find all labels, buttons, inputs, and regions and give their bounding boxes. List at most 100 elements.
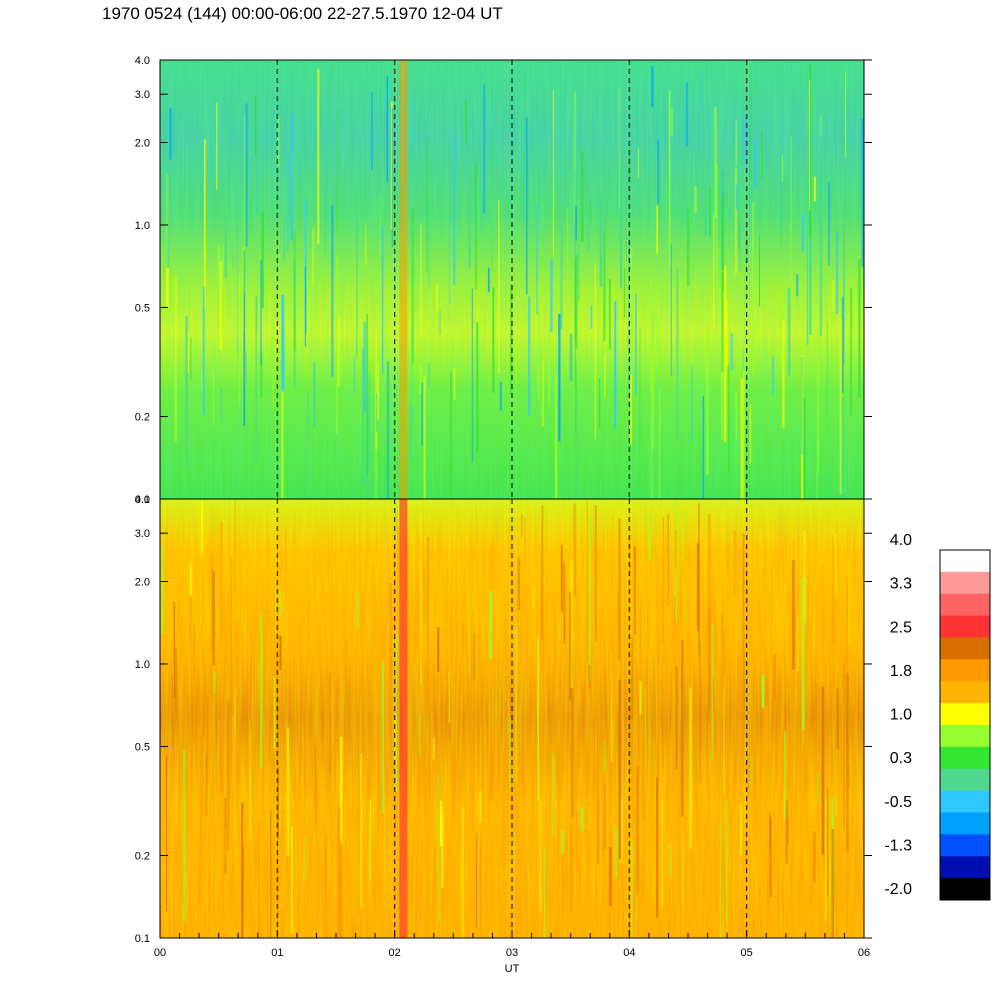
colorbar-label: 0.3 <box>890 750 912 767</box>
spectrogram-streak <box>517 558 521 610</box>
spectrogram-streak <box>379 194 381 282</box>
spectrogram-streak <box>817 773 819 804</box>
bottom-hour-markers <box>276 499 748 938</box>
spectrogram-streak <box>809 725 812 751</box>
spectrogram-streak <box>719 826 721 938</box>
spectrogram-streak <box>768 840 771 938</box>
spectrogram-streak <box>353 356 356 395</box>
spectrogram-streak <box>219 798 221 938</box>
spectrogram-streak <box>792 560 795 670</box>
spectrogram-streak <box>409 405 412 462</box>
spectrogram-streak <box>754 139 757 189</box>
spectrogram-streak <box>629 374 632 444</box>
spectrogram-streak <box>609 847 612 907</box>
spectrogram-streak <box>611 515 614 661</box>
spectrogram-streak <box>797 614 799 671</box>
spectrogram-streak <box>371 92 373 170</box>
chart-title: 1970 0524 (144) 00:00-06:00 22-27.5.1970… <box>102 4 503 23</box>
spectrogram-streak <box>696 542 700 631</box>
spectrogram-streak <box>643 740 645 819</box>
spectrogram-streak <box>713 215 715 330</box>
spectrogram-streak <box>817 328 820 474</box>
spectrogram-streak <box>360 753 363 909</box>
spectrogram-streak <box>386 361 390 499</box>
spectrogram-streak <box>579 724 581 768</box>
spectrogram-streak <box>433 738 435 759</box>
spectrogram-streak <box>201 500 203 556</box>
spectrogram-streak <box>245 103 248 247</box>
spectrogram-streak <box>735 391 738 441</box>
spectrogram-streak <box>775 818 777 938</box>
spectrogram-streak <box>213 369 214 426</box>
spectrogram-streak <box>581 151 584 242</box>
spectrogram-streak <box>751 756 753 790</box>
y-tick-label: 2.0 <box>135 576 150 588</box>
spectrogram-streak <box>661 801 663 906</box>
spectrogram-streak <box>809 214 812 335</box>
spectrogram-streak <box>704 208 707 236</box>
colorbar-swatch <box>940 725 990 748</box>
spectrogram-streak <box>707 513 711 629</box>
spectrogram-streak <box>749 404 752 465</box>
spectrogram-streak <box>569 744 573 915</box>
spectrogram-streak <box>517 756 519 909</box>
spectrogram-streak <box>281 549 283 590</box>
spectrogram-streak <box>769 819 772 897</box>
colorbar-swatch <box>940 878 990 901</box>
spectrogram-streak <box>821 685 825 855</box>
spectrogram-streak <box>623 268 626 318</box>
spectrogram-streak <box>656 777 659 918</box>
y-tick-label: 0.2 <box>135 412 150 424</box>
spectrogram-streak <box>846 674 849 852</box>
spectrogram-streak <box>397 526 400 612</box>
spectrogram-streak <box>317 69 320 245</box>
spectrogram-streak <box>787 288 791 376</box>
colorbar-swatch <box>940 812 990 835</box>
spectrogram-streak <box>834 534 837 595</box>
spectrogram-streak <box>717 127 719 241</box>
spectrogram-streak <box>394 634 398 791</box>
spectrogram-streak <box>391 108 394 248</box>
spectrogram-streak <box>331 181 333 278</box>
colorbar-swatch <box>940 768 990 792</box>
spectrogram-streak <box>213 671 216 694</box>
spectrogram-streak <box>548 294 550 406</box>
spectrogram-streak <box>819 688 821 754</box>
y-tick-label: 0.5 <box>135 741 150 753</box>
spectrogram-streak <box>231 557 233 716</box>
spectrogram-streak <box>205 753 208 816</box>
spectrogram-streak <box>242 813 246 847</box>
spectrogram-streak <box>189 596 191 647</box>
spectrogram-streak <box>420 514 422 686</box>
spectrogram-streak <box>821 565 824 687</box>
spectrogram-streak <box>702 396 704 499</box>
spectrogram-streak <box>608 279 611 351</box>
y-tick-label: 3.0 <box>135 528 150 540</box>
spectrogram-streak <box>765 646 767 798</box>
spectrogram-streak <box>200 688 203 859</box>
spectrogram-streak <box>828 182 830 266</box>
spectrogram-streak <box>575 810 579 873</box>
spectrogram-streak <box>743 371 745 499</box>
spectrogram-streak <box>599 198 603 287</box>
spectrogram-streak <box>761 131 763 180</box>
spectrogram-streak <box>166 168 170 268</box>
spectrogram-streak <box>837 824 840 922</box>
spectrogram-streak <box>249 719 251 778</box>
spectrogram-streak <box>711 624 714 761</box>
spectrogram-streak <box>227 700 230 851</box>
spectrogram-streak <box>678 763 680 900</box>
spectrogram-streak <box>224 215 227 279</box>
spectrogram-streak <box>594 265 597 440</box>
top-spectrogram-streaks <box>162 60 864 499</box>
spectrogram-streak <box>369 800 371 882</box>
spectrogram-streak <box>561 830 565 855</box>
spectrogram-streak <box>589 514 591 683</box>
spectrogram-streak <box>220 693 224 794</box>
spectrogram-streak <box>450 362 452 487</box>
spectrogram-streak <box>162 242 163 277</box>
spectrogram-streak <box>524 71 525 177</box>
spectrogram-streak <box>211 555 213 654</box>
spectrogram-streak <box>639 327 641 490</box>
spectrogram-streak <box>773 653 776 701</box>
